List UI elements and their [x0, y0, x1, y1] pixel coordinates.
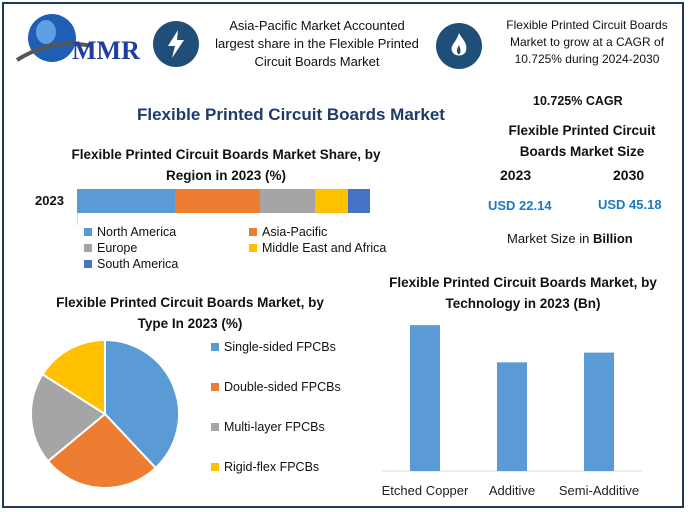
legend-label: Single-sided FPCBs: [224, 340, 336, 354]
cagr-label: 10.725% CAGR: [533, 94, 623, 108]
logo-text: MMR: [72, 36, 140, 65]
banner-asia-pacific: Asia-Pacific Market Accounted largest sh…: [215, 18, 419, 69]
legend-label: Double-sided FPCBs: [224, 380, 341, 394]
pie-slice-rigid-flex-fpcbs: [41, 338, 106, 416]
banner-cagr: Flexible Printed Circuit Boards Market t…: [506, 18, 668, 66]
x-tick-label: Semi-Additive: [559, 483, 639, 498]
bar-segment-europe: [259, 189, 315, 213]
type-legend: Single-sided FPCBs Double-sided FPCBs Mult…: [211, 340, 341, 474]
type-chart-title: Flexible Printed Circuit Boards Market, …: [56, 295, 324, 331]
bar-additive: [497, 362, 527, 471]
region-stacked-bar: [77, 189, 370, 213]
unit-note: Market Size in Billion: [507, 231, 633, 246]
unit-bold: Billion: [592, 231, 633, 246]
bar-semi-additive: [584, 352, 614, 471]
legend-label: Rigid-flex FPCBs: [224, 460, 320, 474]
legend-swatch: [84, 244, 92, 252]
x-tick-label: Etched Copper: [382, 483, 469, 498]
technology-bar-chart: Etched Copper Additive Semi-Additive: [382, 325, 642, 498]
main-title: Flexible Printed Circuit Boards Market: [137, 105, 445, 124]
legend-item-north-america: North America: [84, 225, 249, 239]
year-2030: 2030: [613, 167, 645, 183]
legend-label: Multi-layer FPCBs: [224, 420, 325, 434]
legend-label: Middle East and Africa: [262, 241, 387, 255]
pie-slice-single-sided-fpcbs: [104, 338, 180, 470]
legend-item-double-sided-fpcbs: Double-sided FPCBs: [211, 380, 341, 394]
legend-item-multi-layer-fpcbs: Multi-layer FPCBs: [211, 420, 341, 434]
legend-swatch: [211, 343, 219, 351]
bar-segment-north-america: [77, 189, 175, 213]
legend-swatch: [211, 423, 219, 431]
bar-etched-copper: [410, 325, 440, 471]
legend-swatch: [249, 244, 257, 252]
value-2030: USD 45.18: [598, 197, 662, 212]
legend-item-single-sided-fpcbs: Single-sided FPCBs: [211, 340, 341, 354]
legend-swatch: [249, 228, 257, 236]
legend-item-middle-east-and-africa: Middle East and Africa: [249, 241, 404, 255]
legend-swatch: [211, 463, 219, 471]
bar-segment-middle-east-and-africa: [314, 189, 348, 213]
lightning-icon: [153, 21, 199, 67]
year-2023: 2023: [500, 167, 532, 183]
unit-prefix: Market Size in: [507, 231, 593, 246]
legend-item-south-america: South America: [84, 257, 249, 271]
type-pie-chart: [30, 338, 180, 489]
legend-item-asia-pacific: Asia-Pacific: [249, 225, 404, 239]
region-axis: [77, 213, 78, 225]
legend-label: Europe: [97, 241, 138, 255]
pie-slice-double-sided-fpcbs: [46, 412, 158, 489]
value-2023: USD 22.14: [488, 198, 552, 213]
mmr-logo: MMR: [12, 8, 142, 68]
region-legend: North America Asia-Pacific Europe Middle Ea…: [84, 225, 404, 271]
region-category-label: 2023: [35, 193, 64, 208]
legend-item-europe: Europe: [84, 241, 249, 255]
technology-chart-title: Flexible Printed Circuit Boards Market, …: [389, 275, 657, 311]
pie-slice-multi-layer-fpcbs: [30, 372, 107, 463]
legend-swatch: [84, 260, 92, 268]
x-tick-label: Additive: [489, 483, 535, 498]
legend-swatch: [211, 383, 219, 391]
legend-label: Asia-Pacific: [262, 225, 328, 239]
bar-segment-asia-pacific: [174, 189, 260, 213]
region-chart-title: Flexible Printed Circuit Boards Market S…: [71, 147, 381, 183]
legend-swatch: [84, 228, 92, 236]
infographic-frame: [2, 2, 684, 508]
flame-icon: [436, 23, 482, 69]
market-size-title: Flexible Printed Circuit Boards Market S…: [508, 123, 656, 159]
legend-label: South America: [97, 257, 179, 271]
legend-item-rigid-flex-fpcbs: Rigid-flex FPCBs: [211, 460, 341, 474]
bar-segment-south-america: [348, 189, 370, 213]
legend-label: North America: [97, 225, 177, 239]
